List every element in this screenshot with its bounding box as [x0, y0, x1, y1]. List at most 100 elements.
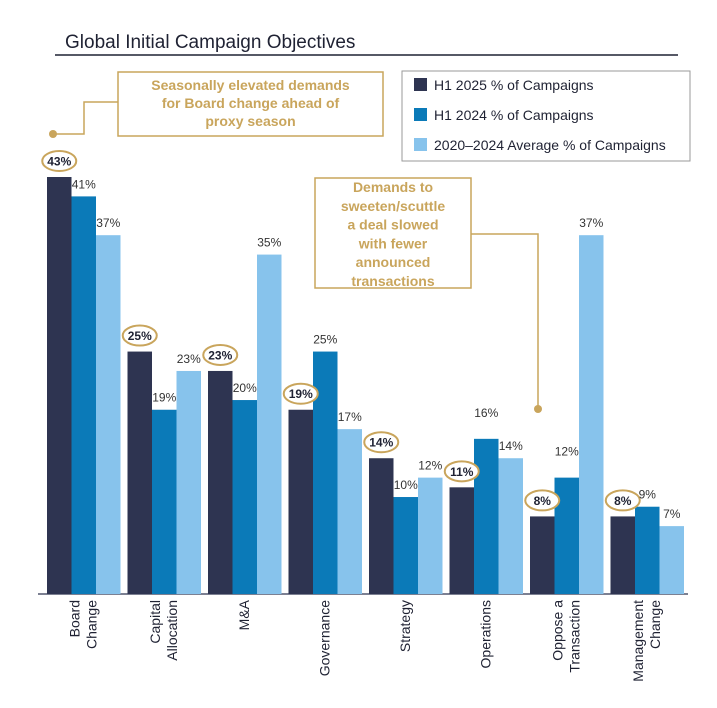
annotation-box — [117, 71, 384, 137]
bar — [337, 429, 362, 594]
data-label: 37% — [96, 216, 120, 230]
bar — [96, 235, 121, 595]
chart-title: Global Initial Campaign Objectives — [65, 32, 355, 53]
x-tick-label: CapitalAllocation — [147, 600, 180, 661]
annotation-line: proxy season — [205, 113, 295, 129]
legend-swatch — [414, 138, 427, 151]
x-tick-label-line: Oppose a — [550, 600, 566, 661]
bar — [208, 370, 233, 594]
bar — [554, 477, 579, 594]
data-label-circle — [604, 489, 641, 512]
bar — [232, 400, 257, 594]
bar — [610, 516, 635, 594]
legend-label: H1 2024 % of Campaigns — [434, 107, 594, 123]
x-tick-label-line: Change — [84, 600, 100, 649]
annotation-line: Seasonally elevated demands — [151, 77, 350, 93]
data-label: 17% — [338, 410, 362, 424]
annotation-leader — [53, 101, 118, 135]
data-label: 25% — [313, 333, 337, 347]
data-label: 16% — [474, 406, 498, 420]
bar — [257, 254, 282, 594]
annotation-text: Demands to sweeten/scuttle a deal slowed wi… — [341, 179, 445, 289]
legend-swatch — [414, 78, 427, 91]
data-label: 8% — [614, 494, 632, 508]
annotation-line: Demands to — [353, 179, 433, 195]
x-tick-label-line: Allocation — [164, 600, 180, 661]
data-label: 12% — [418, 459, 442, 473]
bar — [530, 516, 555, 594]
x-tick-label-line: Governance — [317, 600, 333, 676]
data-label: 43% — [47, 155, 71, 169]
data-label-circle — [202, 343, 239, 366]
data-label: 19% — [289, 387, 313, 401]
data-label-circle — [524, 489, 561, 512]
annotation-text: Seasonally elevated demands for Board cha… — [151, 77, 350, 129]
x-tick-label: Oppose aTransaction — [550, 600, 583, 673]
data-label-circle — [282, 382, 319, 405]
data-label: 9% — [639, 488, 657, 502]
data-labels: 43% 25% 23% 19% 14% 11% 8% 8% 41% 19% 20% 25% 10% 16%… — [41, 150, 681, 521]
x-tick-label: Strategy — [397, 600, 413, 652]
data-label-circle — [41, 150, 78, 172]
annotation-line: for Board change ahead of — [162, 95, 340, 111]
bars — [47, 177, 684, 595]
annotation-leader — [471, 233, 539, 409]
bar — [393, 497, 418, 594]
bar — [313, 351, 338, 594]
data-label: 7% — [663, 507, 681, 521]
data-label: 23% — [208, 348, 232, 362]
legend-label: 2020–2024 Average % of Campaigns — [434, 137, 666, 153]
x-tick-label-line: Operations — [478, 600, 494, 668]
annotations: Seasonally elevated demands for Board cha… — [49, 71, 542, 413]
data-label: 14% — [499, 439, 523, 453]
x-tick-label-line: Capital — [147, 600, 163, 644]
x-tick-label: Operations — [478, 600, 494, 668]
data-label: 8% — [534, 494, 552, 508]
data-label-circle — [121, 324, 158, 347]
data-label: 10% — [394, 478, 418, 492]
annotation-line: announced — [356, 254, 431, 270]
data-label-circle — [363, 431, 400, 454]
bar — [418, 477, 443, 594]
data-label: 14% — [369, 436, 393, 450]
annotation-dot — [534, 405, 542, 413]
legend-box — [401, 70, 691, 162]
data-label: 19% — [152, 391, 176, 405]
bar — [659, 526, 684, 594]
data-label: 37% — [579, 216, 603, 230]
bar — [176, 370, 201, 594]
bar — [47, 177, 72, 594]
data-label: 25% — [128, 329, 152, 343]
data-label: 11% — [450, 465, 474, 479]
bar — [152, 409, 177, 594]
annotation-dot — [49, 130, 57, 138]
bar — [498, 458, 523, 594]
data-label: 12% — [555, 445, 579, 459]
legend-label: H1 2025 % of Campaigns — [434, 77, 594, 93]
data-label: 20% — [233, 381, 257, 395]
annotation-line: sweeten/scuttle — [341, 198, 445, 214]
x-tick-labels: BoardChange CapitalAllocation M&A Governanc… — [67, 599, 663, 682]
bar — [369, 458, 394, 594]
x-tick-label: ManagementChange — [630, 600, 663, 682]
bar — [449, 487, 474, 594]
x-tick-label-line: Strategy — [397, 600, 413, 652]
annotation-line: with fewer — [358, 235, 428, 251]
x-tick-label-line: Board — [67, 600, 83, 637]
annotation-box — [314, 177, 472, 289]
data-label: 41% — [72, 177, 96, 191]
legend: H1 2025 % of Campaigns H1 2024 % of Campa… — [401, 70, 691, 162]
x-tick-label: Governance — [317, 600, 333, 676]
bar — [635, 506, 660, 594]
data-label: 35% — [257, 236, 281, 250]
x-tick-label: M&A — [236, 599, 252, 630]
x-tick-label-line: M&A — [236, 599, 252, 630]
bar — [474, 438, 499, 594]
bar — [71, 196, 96, 594]
data-label: 23% — [177, 352, 201, 366]
x-tick-label-line: Change — [647, 600, 663, 649]
annotation-line: a deal slowed — [347, 217, 438, 233]
legend-swatch — [414, 108, 427, 121]
x-tick-label: BoardChange — [67, 600, 100, 649]
